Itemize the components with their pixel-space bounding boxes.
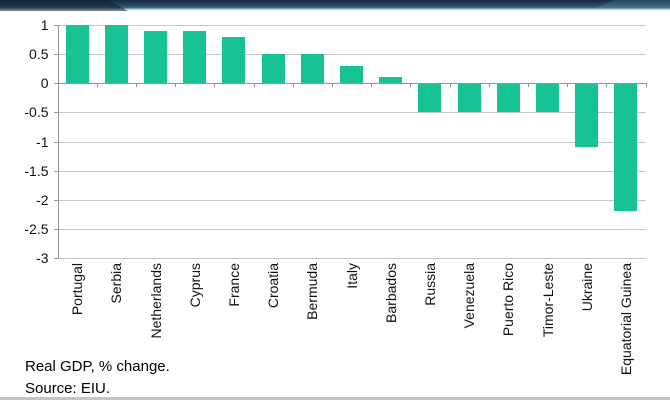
- x-axis-tick: [96, 83, 98, 88]
- x-axis-label: Portugal: [69, 263, 86, 316]
- y-axis-label: -3: [36, 250, 49, 266]
- y-axis-label: -1: [36, 133, 49, 150]
- x-axis-label: Puerto Rico: [500, 263, 517, 337]
- y-axis-tick: [53, 25, 58, 26]
- y-axis-tick: [53, 83, 58, 85]
- x-axis-label: Venezuela: [461, 263, 478, 329]
- chart-source: Source: EIU.: [25, 380, 111, 397]
- x-axis-tick: [488, 83, 490, 88]
- x-axis-tick: [371, 83, 373, 88]
- header-band-left-segment: [0, 0, 128, 11]
- header-band-right-highlight: [596, 0, 670, 8]
- bar: [300, 54, 324, 84]
- x-axis-tick: [135, 83, 137, 88]
- gridline: [57, 199, 646, 201]
- x-axis-label: Croatia: [265, 263, 282, 309]
- x-axis-label: Cyprus: [186, 263, 203, 308]
- bar: [222, 36, 246, 84]
- bar: [104, 25, 128, 84]
- y-axis-label: -0.5: [24, 104, 49, 121]
- y-axis-label: 0.5: [29, 46, 49, 63]
- header-band: [0, 0, 670, 11]
- x-axis-tick: [606, 83, 608, 88]
- y-axis-label: -1.5: [24, 162, 49, 179]
- bar: [575, 83, 599, 148]
- x-axis-label: Serbia: [108, 263, 125, 304]
- x-axis-label: Ukraine: [578, 263, 595, 312]
- bar: [183, 30, 207, 84]
- x-axis-label: Netherlands: [147, 263, 164, 339]
- gridline: [57, 258, 646, 259]
- y-axis-line: [57, 25, 59, 258]
- x-axis-tick: [331, 83, 333, 88]
- bar: [261, 54, 285, 84]
- bar: [65, 25, 89, 84]
- gridline: [57, 141, 646, 143]
- bar: [418, 83, 442, 113]
- y-axis-tick: [53, 141, 58, 143]
- x-axis-label: Equatorial Guinea: [617, 263, 634, 376]
- x-axis-tick: [57, 83, 59, 88]
- x-axis-tick: [214, 83, 216, 88]
- x-axis-tick: [645, 83, 647, 88]
- x-axis-line: [57, 83, 646, 85]
- gridline: [57, 25, 646, 26]
- y-axis-tick: [53, 228, 58, 230]
- x-axis-label: France: [225, 263, 242, 307]
- bar: [144, 30, 167, 84]
- x-axis-tick: [175, 83, 177, 88]
- x-axis-tick: [567, 83, 569, 88]
- y-axis-label: 1: [40, 17, 49, 33]
- x-axis-label: Timor-Leste: [539, 263, 556, 338]
- x-axis-tick: [527, 83, 529, 88]
- y-axis-tick: [53, 199, 58, 201]
- gridline: [57, 54, 646, 56]
- gridline: [57, 170, 646, 172]
- y-axis-label: -2: [36, 191, 49, 208]
- x-axis-label: Barbados: [382, 263, 399, 323]
- gridline: [57, 228, 646, 230]
- y-axis-tick: [53, 258, 58, 259]
- x-axis-label: Russia: [421, 263, 438, 306]
- y-axis-tick: [53, 54, 58, 56]
- x-axis-tick: [410, 83, 412, 88]
- bar: [457, 83, 481, 113]
- y-axis-label: -2.5: [24, 220, 49, 237]
- chart-caption: Real GDP, % change.: [25, 358, 170, 375]
- bar: [614, 83, 638, 212]
- bottom-edge-line: [0, 397, 670, 400]
- bar: [496, 83, 520, 113]
- y-axis-label: 0: [40, 75, 49, 92]
- y-axis-tick: [53, 170, 58, 172]
- bar: [536, 83, 559, 113]
- gridline: [57, 112, 646, 114]
- x-axis-tick: [449, 83, 451, 88]
- x-axis-tick: [253, 83, 255, 88]
- x-axis-label: Italy: [343, 263, 360, 289]
- x-axis-label: Bermuda: [304, 263, 321, 320]
- x-axis-tick: [292, 83, 294, 88]
- bar: [340, 65, 363, 84]
- bar: [379, 77, 403, 84]
- y-axis-tick: [53, 112, 58, 114]
